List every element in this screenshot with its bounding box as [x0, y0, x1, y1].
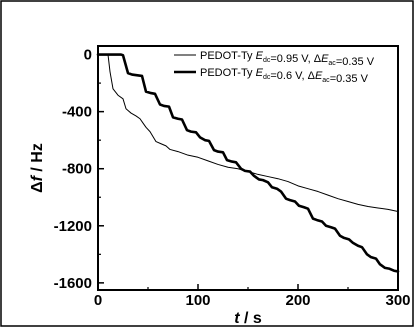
y-tick-label: -800 [62, 161, 92, 178]
x-tick-label: 0 [94, 292, 102, 309]
y-tick-label: 0 [84, 47, 92, 64]
x-tick-label: 100 [185, 292, 210, 309]
x-tick-label: 200 [285, 292, 310, 309]
series-line-2 [96, 53, 400, 273]
series-layer [96, 53, 400, 273]
y-tick-label: -1200 [54, 218, 92, 235]
legend: PEDOT-Ty Edc=0.95 V, ΔEac=0.35 VPEDOT-Ty… [174, 50, 375, 85]
series-line-1 [97, 54, 399, 213]
x-tick-label: 300 [385, 292, 410, 309]
y-tick-label: -1600 [54, 275, 92, 292]
x-axis-title: t / s [234, 310, 262, 327]
y-axis-title: Δf / Hz [29, 143, 46, 193]
legend-label-1: PEDOT-Ty Edc=0.95 V, ΔEac=0.35 V [200, 50, 375, 68]
axes-layer: 0 100 200 300 0 -400 -800 -1200 -1600 [54, 47, 411, 309]
legend-label-2: PEDOT-Ty Edc=0.6 V, ΔEac=0.35 V [200, 67, 369, 85]
y-tick-label: -400 [62, 104, 92, 121]
